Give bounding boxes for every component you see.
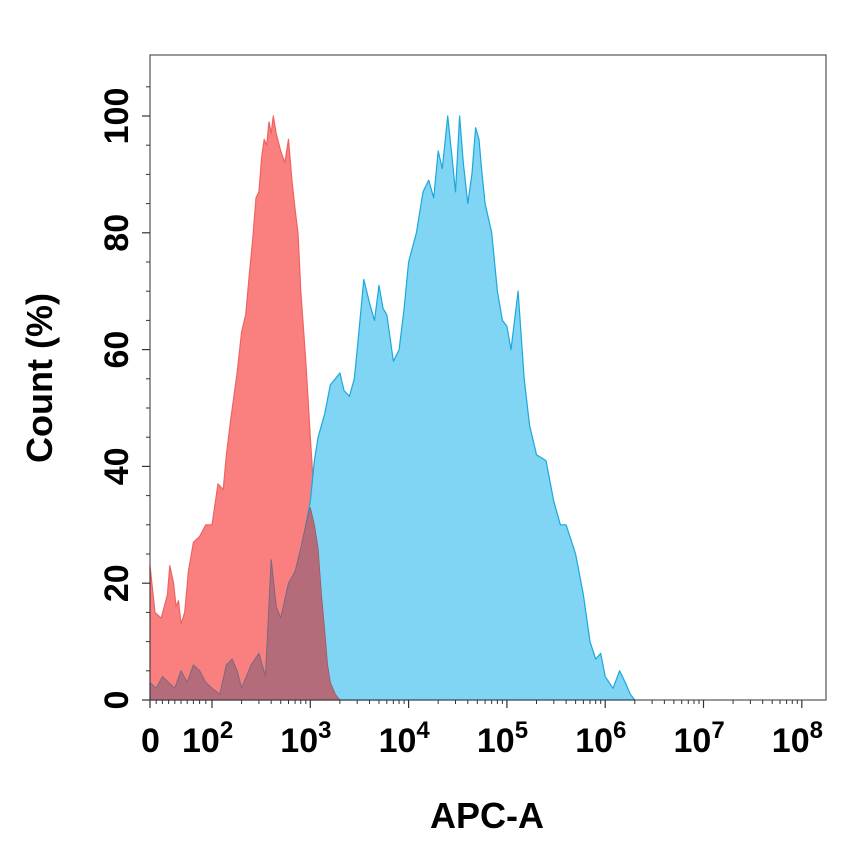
x-tick-label: 104 [379,717,431,760]
x-tick-label: 102 [182,717,233,760]
x-axis-title: APC-A [430,795,544,836]
y-tick-label: 0 [98,691,136,710]
y-tick-label: 80 [98,214,136,252]
y-tick-label: 20 [98,564,136,602]
x-tick-label: 103 [280,717,331,760]
y-tick-label: 60 [98,331,136,369]
y-axis: 0 20 40 60 80 100 [98,86,150,710]
histogram-series-3 [149,506,341,701]
x-tick-label: 105 [477,717,528,760]
plot-frame [149,54,827,701]
x-tick-label: 0 [141,722,160,760]
y-tick-label: 40 [98,447,136,485]
x-axis: 0 102 103 104 105 106 107 108 [141,700,823,760]
x-tick-label: 107 [674,717,725,760]
x-tick-label: 108 [772,717,823,760]
series-layer [149,115,636,701]
x-tick-label: 106 [575,717,626,760]
y-tick-label: 100 [98,88,136,145]
y-axis-title: Count (%) [19,293,60,463]
